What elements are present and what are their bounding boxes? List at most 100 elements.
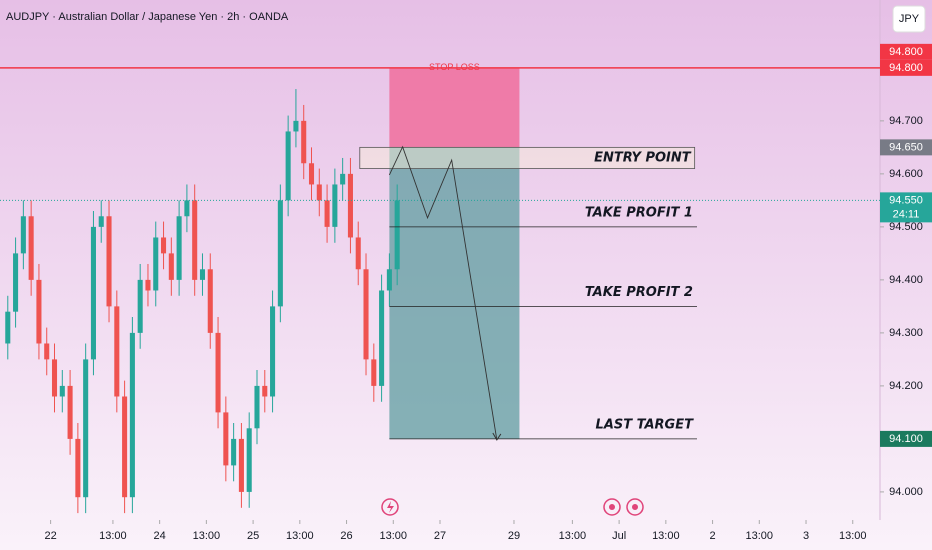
projection-path bbox=[388, 145, 498, 441]
candle-body bbox=[332, 184, 338, 227]
x-tick-label: 24 bbox=[154, 530, 166, 542]
currency[interactable]: JPY bbox=[899, 13, 920, 25]
x-tick-label: 22 bbox=[44, 530, 56, 542]
candle-body bbox=[161, 237, 167, 254]
candle-body bbox=[192, 200, 198, 280]
candle-body bbox=[246, 428, 252, 492]
candle-body bbox=[207, 269, 213, 333]
entry-box bbox=[359, 146, 696, 169]
candle-body bbox=[176, 216, 182, 280]
x-tick-label: 2 bbox=[710, 530, 716, 542]
price-tag-label: 94.550 bbox=[889, 194, 923, 206]
candle-body bbox=[394, 200, 400, 270]
y-tick-label: 94.400 bbox=[889, 274, 923, 286]
x-tick-label: 25 bbox=[247, 530, 259, 542]
candle-body bbox=[379, 290, 385, 386]
price-tag-label: 94.800 bbox=[889, 62, 923, 74]
x-tick-label: 3 bbox=[803, 530, 809, 542]
candle-body bbox=[270, 306, 276, 397]
target-label: TAKE PROFIT 1 bbox=[585, 205, 693, 220]
x-tick-label: 13:00 bbox=[652, 530, 680, 542]
candle-body bbox=[347, 173, 353, 238]
price-tag-label: 94.800 bbox=[889, 46, 923, 58]
target-label: LAST TARGET bbox=[596, 417, 695, 432]
candle-body bbox=[184, 200, 190, 217]
x-tick-label: 27 bbox=[434, 530, 446, 542]
y-tick-label: 94.700 bbox=[889, 115, 923, 127]
x-tick-label: 13:00 bbox=[99, 530, 127, 542]
candle-body bbox=[106, 216, 112, 307]
candle-body bbox=[355, 237, 361, 270]
candle-body bbox=[262, 385, 268, 397]
price-tag bbox=[880, 139, 932, 156]
candle-body bbox=[129, 332, 135, 498]
candle-body bbox=[137, 279, 143, 333]
x-tick-label: 13:00 bbox=[746, 530, 774, 542]
candle-body bbox=[231, 438, 237, 466]
price-tag-label: 94.650 bbox=[889, 141, 923, 153]
zone bbox=[389, 147, 520, 439]
x-tick-label: 29 bbox=[508, 530, 520, 542]
x-tick-label: 13:00 bbox=[559, 530, 587, 542]
candle-body bbox=[145, 279, 151, 291]
currency-button[interactable] bbox=[892, 5, 926, 33]
stop-loss-label: STOP LOSS bbox=[429, 62, 480, 72]
candle-body bbox=[215, 332, 221, 413]
candle-body bbox=[59, 385, 65, 397]
candle-body bbox=[277, 200, 283, 307]
arrow-head bbox=[492, 432, 502, 441]
entry-label: ENTRY POINT bbox=[594, 150, 692, 165]
chart-title: AUDJPY · Australian Dollar / Japanese Ye… bbox=[6, 11, 289, 23]
candle-body bbox=[223, 412, 229, 466]
candle-body bbox=[386, 269, 392, 291]
candle-body bbox=[75, 438, 81, 498]
candle-body bbox=[293, 120, 299, 132]
candle-body bbox=[285, 131, 291, 201]
candle-body bbox=[51, 359, 58, 397]
x-tick-label: Jul bbox=[612, 530, 626, 542]
candle-body bbox=[168, 253, 174, 280]
candle-body bbox=[254, 385, 260, 429]
candle-body bbox=[316, 184, 322, 201]
candle-body bbox=[36, 279, 42, 344]
candle-body bbox=[199, 269, 206, 280]
candle-body bbox=[20, 216, 26, 254]
price-tag-label: 94.100 bbox=[889, 433, 923, 445]
candle-body bbox=[90, 226, 96, 360]
candle-body bbox=[44, 343, 50, 360]
candle-body bbox=[122, 396, 128, 498]
price-tag bbox=[880, 43, 932, 60]
event-icons bbox=[381, 498, 644, 516]
candle-body bbox=[308, 163, 315, 185]
y-tick-label: 94.600 bbox=[889, 168, 923, 180]
target-label: TAKE PROFIT 2 bbox=[585, 285, 693, 300]
x-tick-label: 13:00 bbox=[380, 530, 408, 542]
candle-body bbox=[153, 237, 159, 291]
candle-body bbox=[83, 359, 89, 498]
y-tick-label: 94.200 bbox=[889, 380, 923, 392]
candle-body bbox=[98, 216, 104, 227]
candle-body bbox=[13, 253, 19, 312]
countdown: 24:11 bbox=[893, 208, 920, 220]
candle-body bbox=[5, 311, 11, 344]
candle-body bbox=[238, 438, 244, 492]
candle-body bbox=[324, 200, 330, 227]
x-tick-label: 13:00 bbox=[839, 530, 867, 542]
price-tag bbox=[880, 430, 932, 447]
price-tag bbox=[880, 192, 932, 223]
y-tick-label: 94.000 bbox=[889, 486, 923, 498]
x-tick-label: 13:00 bbox=[193, 530, 221, 542]
y-tick-label: 94.500 bbox=[889, 221, 923, 233]
candle-body bbox=[363, 269, 369, 360]
candle-body bbox=[28, 216, 34, 280]
candle-body bbox=[340, 173, 346, 185]
candle-body bbox=[67, 385, 73, 439]
zone bbox=[389, 67, 520, 148]
candle-body bbox=[114, 306, 120, 397]
y-tick-label: 94.300 bbox=[889, 327, 923, 339]
price-tag bbox=[880, 59, 932, 76]
candle-body bbox=[301, 120, 307, 164]
x-tick-label: 26 bbox=[340, 530, 352, 542]
candle-body bbox=[371, 359, 377, 386]
